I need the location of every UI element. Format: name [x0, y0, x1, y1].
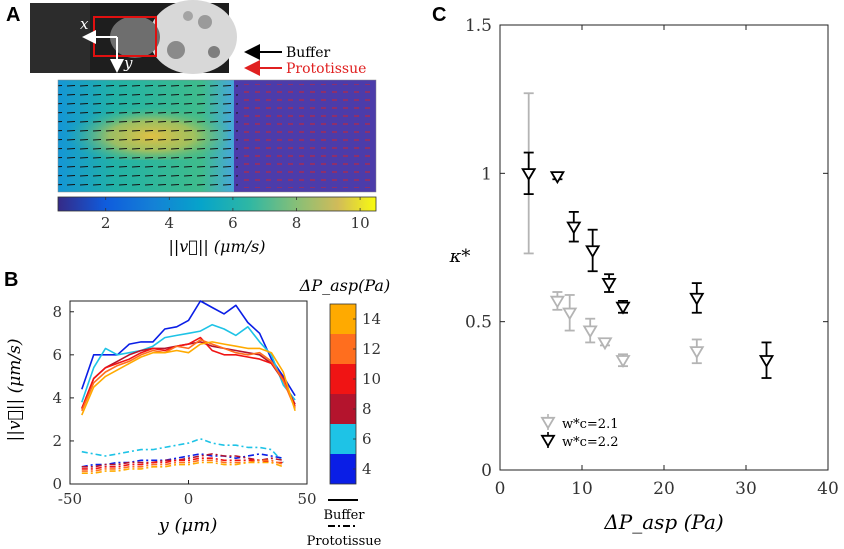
- chart-c-frame: [499, 24, 829, 471]
- chart-b-xtick-label: 0: [184, 490, 194, 508]
- panel-b-letter: B: [4, 269, 18, 291]
- marker-wc22: [585, 245, 601, 259]
- buffer-speed-line-10pa: [81, 336, 296, 409]
- chart-b-ytick-label: 8: [52, 303, 62, 321]
- buffer-legend-label: Buffer: [286, 45, 331, 61]
- chart-c-xtick-label: 10: [571, 479, 593, 499]
- colorbar-a-tick-label: 4: [165, 214, 175, 232]
- chart-c-xtick-label: 30: [735, 479, 757, 499]
- colorbar-a: 2 4 6 8 10 ||v⃗|| (μm/s): [57, 196, 377, 256]
- marker-wc21: [597, 337, 613, 351]
- buffer-line-label: Buffer: [323, 508, 365, 523]
- marker-wc22: [689, 292, 705, 306]
- chart-b-xlabel: y (μm): [158, 515, 218, 536]
- prototissue-legend-label: Prototissue: [286, 61, 366, 77]
- chart-b-ytick-label: 2: [52, 432, 62, 450]
- marker-wc21: [615, 355, 631, 369]
- legend-label: w*c=2.1: [562, 417, 618, 432]
- colorbar-a-tick-label: 6: [228, 214, 238, 232]
- pressure-colorbar-tick-label: 8: [362, 400, 372, 418]
- colorbar-a-tick-label: 8: [292, 214, 302, 232]
- pressure-colorbar-label: ΔP_asp(Pa): [299, 276, 390, 295]
- marker-wc22: [758, 355, 775, 369]
- y-axis-label: y: [123, 54, 133, 72]
- chart-c-xlabel: ΔP_asp (Pa): [603, 510, 723, 534]
- marker-wc22: [549, 171, 565, 185]
- line-style-legend: Buffer Prototissue: [307, 499, 382, 549]
- colorbar-a-tick-label: 10: [351, 214, 370, 232]
- legend-label: w*c=2.2: [562, 435, 618, 450]
- chart-b-xtick-label: -50: [58, 490, 82, 508]
- marker-wc21: [562, 307, 578, 321]
- chart-c-xtick-label: 0: [495, 479, 506, 499]
- kappa-chart: 0 0.5 1 1.5 0 10 20 30 40 κ* ΔP_asp (Pa) w*c=2.…: [449, 16, 839, 534]
- chart-c-legend: w*c=2.1 w*c=2.2: [540, 414, 618, 450]
- chart-b-ylabel: ||v⃗|| (μm/s): [5, 338, 25, 441]
- chart-b-ytick-label: 0: [52, 475, 62, 493]
- marker-wc22: [521, 168, 537, 182]
- prototissue-speed-line-14pa: [81, 461, 284, 474]
- pressure-colorbar-tick-label: 14: [362, 310, 381, 328]
- panel-c-letter: C: [432, 4, 446, 26]
- marker-wc22: [601, 278, 617, 291]
- panel-a-letter: A: [6, 4, 20, 26]
- legend-triangle-icon: [540, 416, 556, 430]
- prototissue-speed-line-10pa: [81, 457, 284, 470]
- buffer-speed-line-12pa: [81, 339, 296, 412]
- pressure-colorbar-tick-label: 4: [362, 460, 372, 478]
- x-axis-label: x: [80, 15, 89, 33]
- prototissue-speed-line-6pa: [81, 438, 284, 464]
- chart-c-ytick-label: 1: [481, 164, 492, 184]
- chart-c-ytick-label: 0: [481, 461, 492, 481]
- marker-wc22: [566, 221, 582, 235]
- pressure-colorbar-tick-label: 6: [362, 430, 372, 448]
- marker-wc21: [549, 295, 565, 309]
- marker-wc22: [615, 301, 631, 315]
- prototissue-line-label: Prototissue: [307, 534, 382, 549]
- chart-c-ytick-label: 0.5: [465, 313, 492, 333]
- buffer-speed-line-6pa: [81, 323, 296, 403]
- pressure-colorbar-tick-label: 10: [362, 370, 381, 388]
- colorbar-a-tick-label: 2: [101, 214, 111, 232]
- chart-b-ytick-label: 6: [52, 346, 62, 364]
- chart-c-xtick-label: 20: [653, 479, 675, 499]
- marker-wc21: [582, 325, 598, 339]
- chart-b-xtick-label: 50: [297, 490, 316, 508]
- chart-c-xtick-label: 40: [817, 479, 839, 499]
- chart-c-ylabel: κ*: [449, 246, 471, 267]
- arrow-legend: Buffer Prototissue: [244, 44, 366, 77]
- prototissue-speed-line-8pa: [81, 453, 284, 468]
- chart-c-ytick-label: 1.5: [465, 16, 492, 36]
- pressure-colorbar: ΔP_asp(Pa) 4 6 8 10 12 14: [299, 276, 390, 485]
- pressure-colorbar-tick-label: 12: [362, 340, 381, 358]
- marker-wc21: [689, 346, 705, 360]
- chart-b-frame: [69, 300, 308, 485]
- colorbar-a-label: ||v⃗|| (μm/s): [169, 237, 266, 256]
- prototissue-speed-line-4pa: [81, 453, 284, 468]
- microscope-image: x y: [30, 0, 237, 74]
- buffer-speed-line-14pa: [81, 341, 296, 416]
- legend-triangle-icon: [540, 434, 556, 448]
- chart-b-ytick-label: 4: [52, 389, 62, 407]
- velocity-field: [57, 79, 377, 193]
